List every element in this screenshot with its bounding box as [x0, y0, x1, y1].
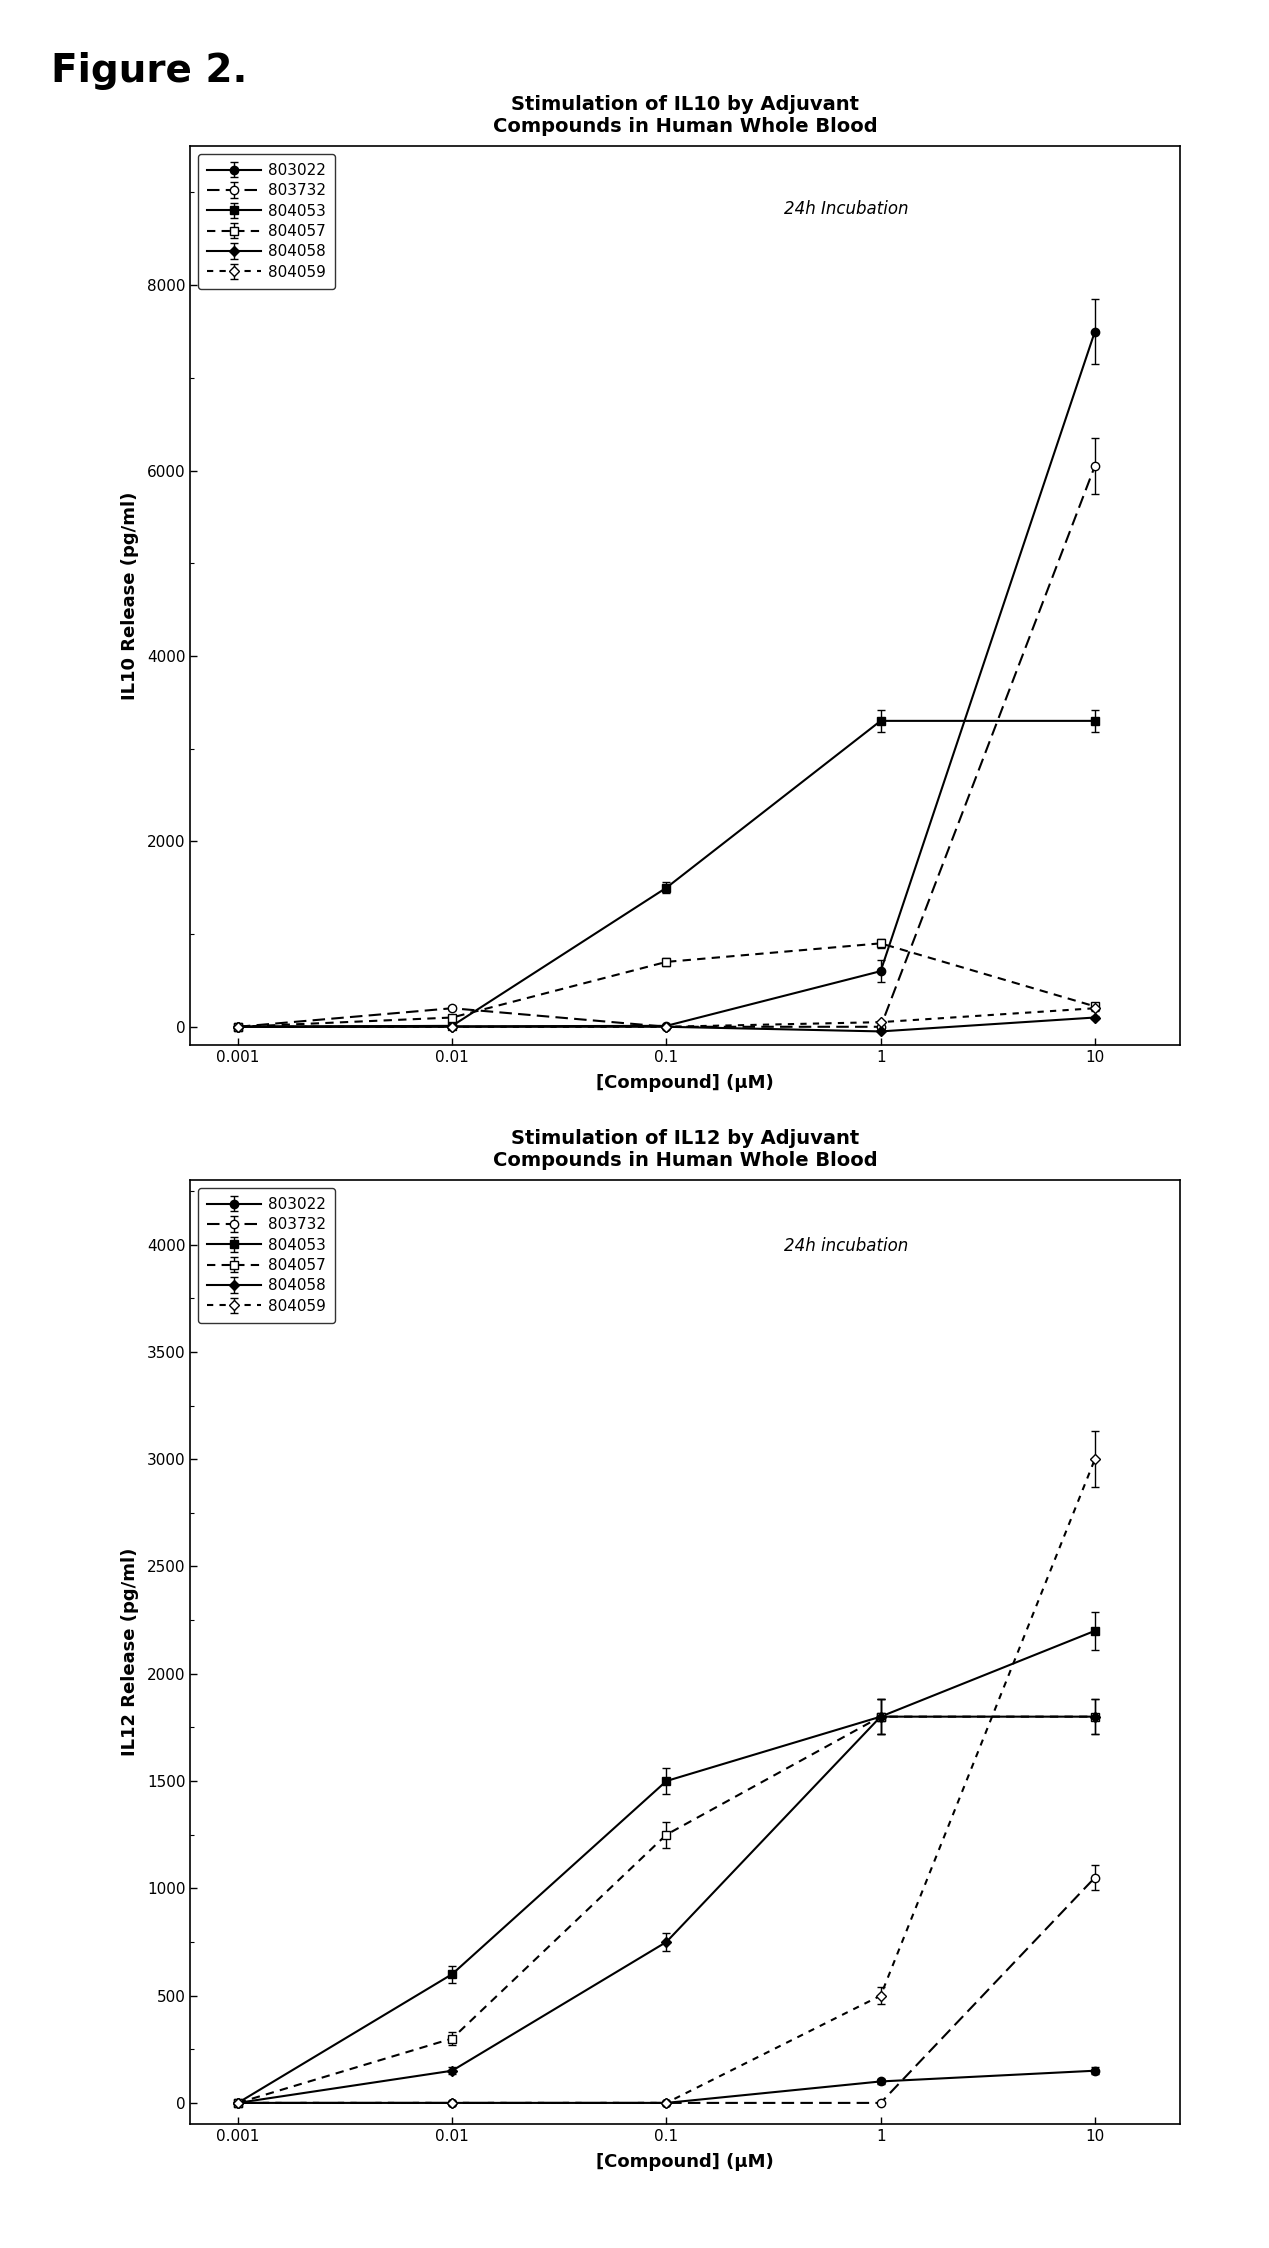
Y-axis label: IL10 Release (pg/ml): IL10 Release (pg/ml) — [121, 492, 138, 699]
Text: 24h incubation: 24h incubation — [784, 1236, 909, 1254]
Title: Stimulation of IL12 by Adjuvant
Compounds in Human Whole Blood: Stimulation of IL12 by Adjuvant Compound… — [492, 1128, 878, 1171]
X-axis label: [Compound] (μM): [Compound] (μM) — [596, 2154, 774, 2172]
Text: Figure 2.: Figure 2. — [51, 52, 247, 90]
Y-axis label: IL12 Release (pg/ml): IL12 Release (pg/ml) — [121, 1549, 138, 1756]
Text: 24h Incubation: 24h Incubation — [784, 200, 909, 218]
Legend: 803022, 803732, 804053, 804057, 804058, 804059: 803022, 803732, 804053, 804057, 804058, … — [198, 1187, 335, 1322]
Legend: 803022, 803732, 804053, 804057, 804058, 804059: 803022, 803732, 804053, 804057, 804058, … — [198, 153, 335, 288]
Title: Stimulation of IL10 by Adjuvant
Compounds in Human Whole Blood: Stimulation of IL10 by Adjuvant Compound… — [492, 94, 878, 137]
X-axis label: [Compound] (μM): [Compound] (μM) — [596, 1075, 774, 1093]
